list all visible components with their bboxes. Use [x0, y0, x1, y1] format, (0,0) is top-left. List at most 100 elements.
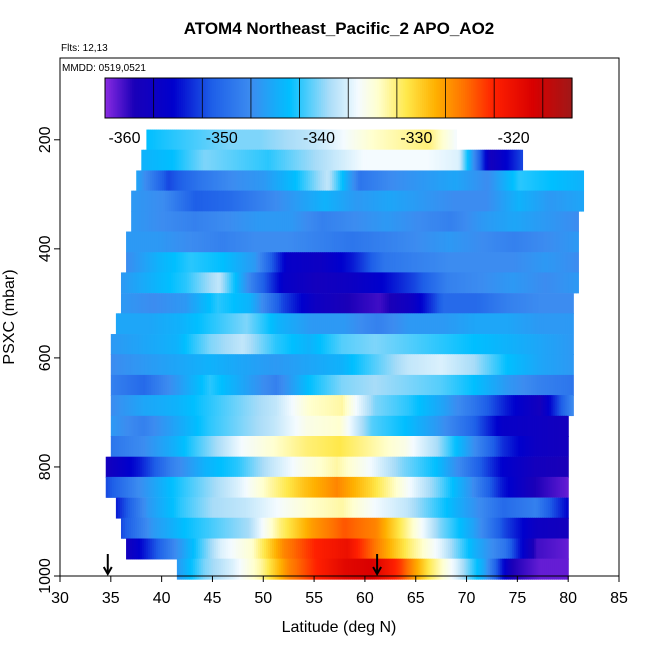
heatmap-cell-6-149	[424, 252, 427, 274]
heatmap-cell-20-169	[464, 538, 467, 560]
heatmap-cell-1-4	[149, 149, 152, 171]
heatmap-cell-11-24	[158, 354, 162, 376]
heatmap-cell-9-182	[479, 313, 482, 335]
heatmap-cell-16-71	[247, 456, 251, 478]
heatmap-cell-0-9	[164, 129, 167, 151]
heatmap-cell-4-103	[336, 211, 340, 233]
heatmap-cell-7-12	[144, 272, 148, 294]
heatmap-cell-4-124	[378, 211, 382, 233]
heatmap-cell-17-197	[500, 476, 503, 498]
heatmap-cell-0-152	[450, 129, 453, 151]
heatmap-cell-7-187	[494, 272, 498, 294]
heatmap-cell-17-36	[177, 476, 181, 498]
heatmap-cell-20-162	[450, 538, 453, 560]
heatmap-cell-14-148	[406, 415, 410, 437]
heatmap-cell-8-126	[373, 293, 376, 315]
colorbar-segment-1	[106, 78, 110, 118]
heatmap-cell-12-163	[437, 374, 440, 396]
heatmap-cell-13-16	[142, 395, 146, 417]
heatmap-cell-16-91	[287, 456, 291, 478]
heatmap-cell-10-51	[212, 334, 216, 355]
heatmap-cell-1-146	[432, 149, 436, 171]
heatmap-cell-17-189	[484, 476, 487, 498]
heatmap-cell-14-44	[198, 415, 202, 437]
heatmap-cell-16-191	[488, 456, 491, 478]
heatmap-cell-18-29	[173, 497, 177, 519]
heatmap-cell-10-104	[319, 334, 322, 355]
heatmap-cell-5-84	[294, 231, 297, 253]
heatmap-cell-16-192	[490, 456, 493, 478]
heatmap-cell-14-93	[296, 415, 300, 437]
heatmap-cell-14-3	[116, 415, 120, 437]
heatmap-cell-5-150	[426, 231, 429, 253]
heatmap-cell-17-71	[247, 476, 251, 498]
heatmap-cell-7-48	[216, 272, 220, 294]
heatmap-cell-0-55	[256, 129, 259, 151]
heatmap-cell-12-165	[441, 374, 444, 396]
heatmap-cell-20-220	[566, 538, 569, 560]
heatmap-cell-14-217	[544, 415, 547, 437]
heatmap-cell-13-52	[214, 395, 218, 417]
heatmap-cell-20-158	[442, 538, 445, 560]
heatmap-cell-20-129	[384, 538, 387, 560]
colorbar-segment-101	[301, 78, 305, 118]
heatmap-cell-11-196	[503, 354, 506, 376]
heatmap-cell-10-140	[391, 334, 394, 355]
heatmap-cell-19-16	[152, 517, 156, 539]
heatmap-cell-15-32	[174, 436, 178, 457]
heatmap-cell-21-111	[398, 558, 402, 580]
heatmap-cell-6-204	[534, 252, 537, 274]
heatmap-cell-9-79	[273, 313, 277, 335]
heatmap-cell-14-170	[450, 415, 453, 437]
heatmap-cell-19-30	[180, 517, 184, 539]
heatmap-cell-15-55	[220, 436, 224, 457]
colorbar-segment-95	[289, 78, 293, 118]
heatmap-cell-13-208	[527, 395, 530, 417]
heatmap-cell-3-41	[213, 190, 216, 212]
heatmap-cell-21-36	[248, 558, 252, 580]
heatmap-cell-3-140	[411, 190, 414, 212]
heatmap-cell-3-172	[475, 190, 478, 212]
heatmap-cell-4-221	[572, 211, 575, 233]
heatmap-cell-18-44	[203, 497, 207, 519]
heatmap-cell-6-133	[392, 252, 395, 274]
heatmap-cell-5-97	[320, 231, 323, 253]
heatmap-cell-17-121	[347, 476, 351, 498]
heatmap-cell-4-118	[366, 211, 370, 233]
heatmap-cell-11-149	[409, 354, 412, 376]
heatmap-cell-8-106	[333, 293, 336, 315]
heatmap-cell-14-216	[542, 415, 545, 437]
heatmap-cell-3-203	[537, 190, 540, 212]
heatmap-cell-4-193	[516, 211, 520, 233]
heatmap-cell-14-64	[238, 415, 242, 437]
heatmap-cell-19-162	[444, 517, 447, 539]
heatmap-cell-5-16	[158, 231, 161, 253]
heatmap-cell-17-103	[311, 476, 315, 498]
heatmap-cell-21-160	[496, 558, 499, 580]
heatmap-cell-5-149	[424, 231, 427, 253]
heatmap-cell-21-131	[438, 558, 442, 580]
heatmap-cell-5-34	[194, 231, 197, 253]
heatmap-cell-12-167	[445, 374, 448, 396]
heatmap-cell-13-185	[481, 395, 484, 417]
heatmap-cell-10-224	[559, 334, 562, 355]
heatmap-cell-16-216	[538, 456, 541, 478]
heatmap-cell-1-50	[241, 149, 244, 171]
heatmap-cell-16-85	[275, 456, 279, 478]
heatmap-cell-14-176	[462, 415, 465, 437]
heatmap-cell-15-72	[254, 436, 258, 457]
heatmap-cell-2-156	[447, 170, 451, 192]
heatmap-cell-17-110	[325, 476, 329, 498]
heatmap-cell-13-71	[252, 395, 256, 417]
heatmap-cell-0-45	[236, 129, 239, 151]
heatmap-cell-20-186	[498, 538, 501, 560]
heatmap-cell-15-200	[510, 436, 513, 457]
heatmap-cell-5-90	[306, 231, 309, 253]
heatmap-cell-15-116	[342, 436, 346, 457]
heatmap-cell-0-88	[322, 129, 325, 151]
heatmap-cell-21-0	[176, 558, 180, 580]
heatmap-cell-3-38	[207, 190, 210, 212]
heatmap-cell-4-135	[400, 211, 404, 233]
heatmap-cell-10-85	[280, 334, 284, 355]
heatmap-cell-10-126	[363, 334, 366, 355]
